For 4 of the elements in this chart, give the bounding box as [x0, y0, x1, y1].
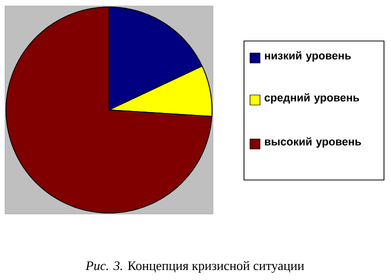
- legend-label: средний уровень: [264, 93, 360, 104]
- legend-label: высокий уровень: [264, 137, 361, 148]
- text: Рис. 3. Концепция кризисной ситуации: [86, 261, 304, 273]
- legend-label: низкий уровень: [264, 51, 351, 62]
